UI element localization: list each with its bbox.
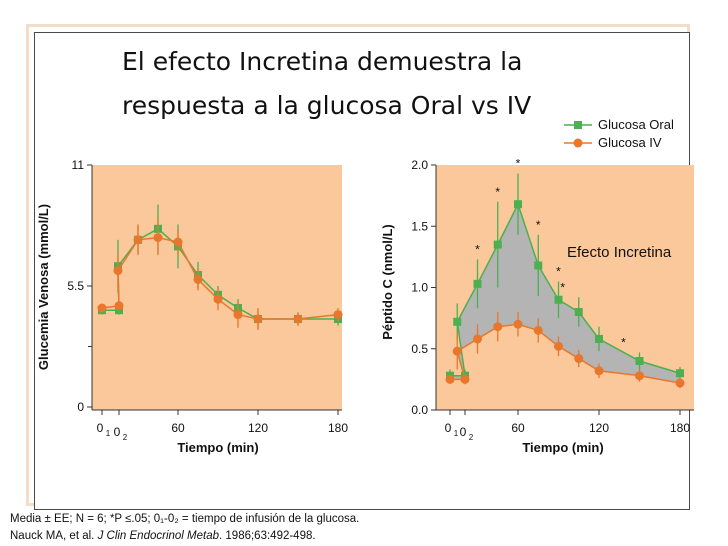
data-point-oral — [534, 261, 543, 270]
legend-iv-label: Glucosa IV — [598, 135, 662, 150]
x-tick-label: 120 — [248, 421, 268, 435]
data-point-iv — [675, 378, 685, 388]
y-tick-label: 2.0 — [411, 158, 428, 172]
x-tick-subscript-1: 1 — [454, 429, 459, 438]
x-tick-label-0-1: 0 — [445, 421, 452, 435]
data-point-oral — [514, 200, 522, 209]
plot-panel-1 — [92, 165, 342, 410]
data-point-iv — [213, 294, 223, 304]
significance-star: * — [560, 280, 565, 294]
data-point-iv — [153, 233, 163, 243]
data-point-iv — [473, 334, 482, 344]
data-point-iv — [253, 314, 263, 324]
x-tick-label: 60 — [511, 421, 525, 435]
data-point-iv — [113, 266, 123, 276]
data-point-oral — [676, 369, 684, 378]
y-axis-label: Glucemia Venosa (mmol/L) — [36, 204, 51, 370]
y-tick-label: 5.5 — [67, 279, 84, 293]
y-tick-label: 1.0 — [411, 281, 428, 295]
data-point-oral — [493, 240, 502, 249]
data-point-oral — [635, 357, 644, 365]
data-point-iv — [594, 366, 604, 376]
data-point-oral — [453, 317, 462, 326]
x-tick-label: 180 — [328, 421, 348, 435]
incretin-effect-area — [450, 204, 680, 384]
data-point-iv — [293, 314, 303, 324]
x-axis-label: Tiempo (min) — [177, 440, 258, 455]
data-point-oral — [554, 295, 563, 304]
significance-star: * — [556, 264, 561, 278]
series-line-iv — [450, 323, 681, 384]
legend-oral-marker — [564, 121, 592, 129]
footnote-citation: Nauck MA, et al. J Clin Endocrinol Metab… — [10, 530, 316, 542]
significance-star: * — [536, 218, 541, 232]
x-tick-label: 180 — [670, 421, 690, 435]
data-point-iv — [193, 274, 203, 284]
x-axis-label: Tiempo (min) — [522, 440, 603, 455]
legend-iv-marker — [564, 138, 592, 148]
footnote-stats: Media ± EE; N = 6; *P ≤.05; 0₁-0₂ = tiem… — [10, 513, 360, 525]
data-point-iv — [452, 346, 462, 356]
data-point-iv — [114, 301, 124, 311]
x-tick-subscript-2: 2 — [469, 433, 474, 442]
data-point-oral — [574, 308, 583, 316]
data-point-iv — [233, 310, 243, 320]
title-line-2: respuesta a la glucosa Oral vs IV — [122, 91, 532, 120]
citation-journal: J Clin Endocrinol Metab — [97, 530, 220, 542]
data-point-iv — [635, 371, 644, 381]
data-point-iv — [445, 374, 455, 384]
data-point-iv — [554, 341, 563, 351]
data-point-iv — [333, 310, 343, 320]
title-line-1: El efecto Incretina demuestra la — [122, 47, 523, 76]
data-point-iv — [574, 354, 584, 364]
x-tick-label-0-1: 0 — [97, 421, 104, 435]
series-line-oral — [450, 202, 681, 377]
legend-oral-label: Glucosa Oral — [598, 117, 674, 132]
x-tick-label-0-2: 0 — [114, 425, 121, 439]
significance-star: * — [495, 185, 500, 199]
data-point-oral — [595, 334, 603, 343]
data-point-iv — [460, 374, 470, 384]
x-tick-label: 60 — [171, 421, 185, 435]
citation-authors: Nauck MA, et al. — [10, 530, 98, 542]
slide-title: El efecto Incretina demuestra la respues… — [122, 40, 531, 128]
y-axis-label: Péptido C (nmol/L) — [380, 224, 395, 340]
significance-star: * — [516, 157, 521, 171]
data-point-iv — [533, 325, 543, 335]
data-point-iv — [493, 322, 503, 332]
y-tick-label: 1.5 — [411, 219, 428, 233]
data-point-iv — [97, 303, 107, 313]
effect-incretin-label: Efecto Incretina — [567, 244, 672, 261]
x-tick-label-0-2: 0 — [460, 425, 467, 439]
significance-star: * — [621, 335, 626, 349]
x-tick-subscript-1: 1 — [106, 429, 111, 438]
y-tick-label: 0.5 — [411, 342, 428, 356]
citation-rest: . 1986;63:492-498. — [219, 530, 316, 542]
x-tick-label: 120 — [589, 421, 609, 435]
data-point-iv — [173, 237, 183, 247]
data-point-iv — [513, 319, 523, 329]
x-tick-subscript-2: 2 — [123, 433, 128, 442]
data-point-oral — [473, 279, 482, 288]
data-point-iv — [133, 235, 143, 245]
y-tick-label: 0.0 — [411, 403, 428, 417]
y-tick-label: 0 — [77, 400, 84, 414]
y-tick-label: 11 — [72, 158, 85, 172]
significance-star: * — [475, 242, 480, 256]
